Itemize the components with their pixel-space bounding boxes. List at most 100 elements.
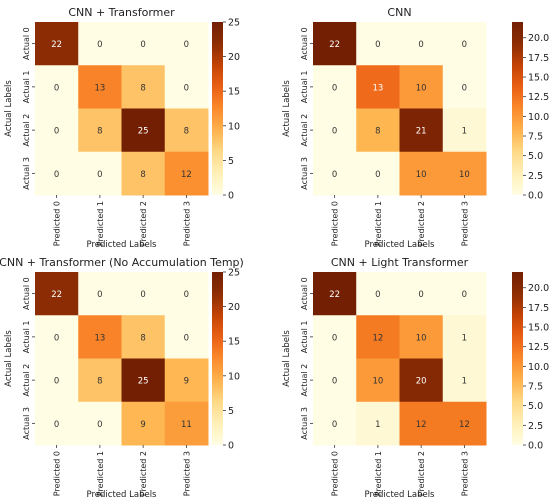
colorbar-tick-label: 2.5 (528, 171, 543, 182)
cell-value-label: 0 (97, 170, 102, 180)
cell-value-label: 0 (332, 170, 337, 180)
colorbar-tick-label: 0.0 (528, 191, 543, 202)
x-tick-label: Predicted 3 (460, 451, 469, 496)
cell-value-label: 11 (181, 420, 192, 430)
heatmap-cell (164, 22, 209, 66)
cell-value-label: 12 (459, 420, 470, 430)
y-tick-label: Actual 2 (22, 114, 31, 147)
heatmap-cell (313, 108, 357, 153)
heatmap-cell (121, 272, 166, 316)
cell-value-label: 0 (184, 290, 189, 300)
cell-value-label: 20 (416, 377, 427, 387)
y-tick-label: Actual 2 (22, 364, 31, 397)
heatmap-cell (78, 151, 122, 196)
y-tick-label: Actual 0 (22, 277, 31, 310)
cell-value-label: 22 (329, 40, 340, 50)
y-tick-label: Actual 3 (300, 157, 309, 190)
heatmap-cell (78, 108, 122, 153)
cell-value-label: 0 (54, 377, 59, 387)
heatmap-cell (442, 151, 487, 196)
heatmap-cell (356, 108, 400, 153)
heatmap-panel-0: CNN + Transformer 22 0 0 0 0 13 8 0 0 8 25 8 0 0 8 12 Pre… (4, 6, 240, 250)
x-tick-label: Predicted 1 (96, 201, 105, 246)
heatmap-cell (313, 65, 357, 109)
x-axis-label: Predicted Labels (87, 240, 158, 250)
heatmap-cell (35, 272, 79, 316)
cell-value-label: 12 (416, 420, 427, 430)
heatmap-cell (121, 151, 166, 196)
heatmap-cell (78, 315, 122, 359)
heatmap-cell (313, 401, 357, 446)
cell-value-label: 0 (418, 290, 423, 300)
heatmap-cell (78, 22, 122, 66)
colorbar (512, 22, 523, 195)
heatmap-cell (164, 401, 209, 446)
heatmap-cell (78, 358, 122, 403)
heatmap-cell (164, 272, 209, 316)
cell-value-label: 0 (97, 290, 102, 300)
y-axis-label: Actual Labels (4, 80, 14, 137)
heatmap-cell (164, 358, 209, 403)
heatmap-cell (442, 108, 487, 153)
colorbar (512, 272, 523, 445)
cell-value-label: 0 (375, 40, 380, 50)
heatmap-cell (164, 108, 209, 153)
colorbar-tick-label: 17.5 (528, 53, 549, 64)
x-tick-label: Predicted 2 (417, 201, 426, 246)
y-tick-label: Actual 0 (22, 27, 31, 60)
heatmap-cell (35, 358, 79, 403)
cell-value-label: 1 (462, 377, 467, 387)
colorbar (212, 22, 223, 195)
chart-title: CNN (387, 6, 411, 19)
colorbar-tick-label: 10 (228, 371, 240, 382)
colorbar-tick-label: 0 (228, 441, 234, 452)
colorbar-tick-label: 15.0 (528, 323, 549, 334)
cell-value-label: 0 (54, 333, 59, 343)
cell-value-label: 0 (375, 170, 380, 180)
cell-value-label: 0 (462, 290, 467, 300)
cell-value-label: 13 (372, 83, 383, 93)
colorbar-tick-label: 10 (228, 121, 240, 132)
y-tick-label: Actual 3 (22, 157, 31, 190)
x-tick-label: Predicted 0 (331, 201, 340, 246)
y-axis-label: Actual Labels (282, 80, 292, 137)
x-tick-label: Predicted 2 (139, 201, 148, 246)
heatmap-cell (399, 358, 444, 403)
colorbar-tick-label: 5 (228, 406, 234, 417)
y-tick-label: Actual 3 (300, 407, 309, 440)
heatmap-cell (442, 272, 487, 316)
heatmap-cell (399, 22, 444, 66)
y-tick-label: Actual 0 (300, 277, 309, 310)
y-tick-label: Actual 2 (300, 364, 309, 397)
cell-value-label: 8 (140, 333, 145, 343)
heatmap-cell (164, 65, 209, 109)
heatmap-cell (399, 65, 444, 109)
colorbar-tick-label: 10.0 (528, 112, 549, 123)
heatmap-cell (313, 272, 357, 316)
colorbar-tick-label: 25 (228, 268, 240, 279)
cell-value-label: 10 (416, 83, 427, 93)
x-tick-label: Predicted 0 (53, 201, 62, 246)
colorbar-tick-label: 20 (228, 302, 240, 313)
heatmap-cell (164, 315, 209, 359)
cell-value-label: 0 (97, 40, 102, 50)
cell-value-label: 21 (416, 127, 427, 137)
cell-value-label: 0 (54, 420, 59, 430)
cell-value-label: 22 (51, 40, 62, 50)
y-tick-label: Actual 1 (22, 321, 31, 354)
heatmap-cell (356, 401, 400, 446)
heatmap-cell (313, 315, 357, 359)
heatmap-cell (399, 108, 444, 153)
heatmap-cell (356, 315, 400, 359)
colorbar-tick-label: 5 (228, 156, 234, 167)
cell-value-label: 8 (375, 127, 380, 137)
cell-value-label: 0 (54, 127, 59, 137)
heatmap-cell (313, 22, 357, 66)
heatmap-panel-2: CNN + Transformer (No Accumulation Temp)… (0, 256, 244, 500)
x-tick-label: Predicted 0 (53, 451, 62, 496)
colorbar-tick-label: 15 (228, 87, 240, 98)
cell-value-label: 8 (97, 377, 102, 387)
x-axis-label: Predicted Labels (365, 240, 436, 250)
